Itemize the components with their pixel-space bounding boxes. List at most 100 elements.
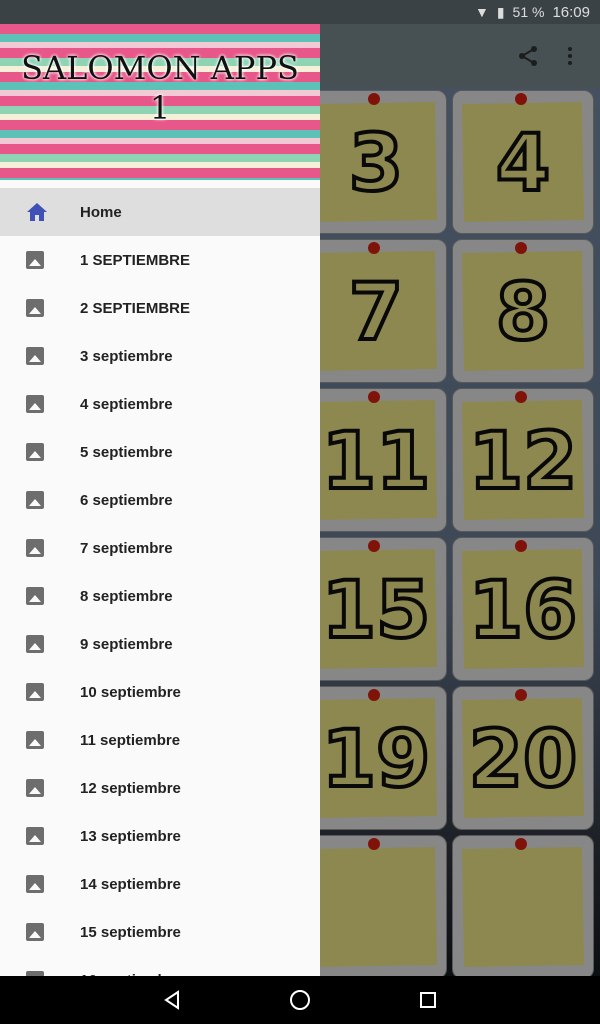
day-note-8[interactable]: 8 xyxy=(452,239,594,383)
day-number: 4 xyxy=(494,117,552,211)
more-vert-icon[interactable] xyxy=(558,44,582,68)
drawer-item-label: 7 septiembre xyxy=(80,539,173,557)
day-number: 3 xyxy=(347,117,405,211)
day-note-3[interactable]: 3 xyxy=(305,90,447,234)
drawer-item[interactable]: 1 SEPTIEMBRE xyxy=(0,236,320,284)
header-title: SALOMON APPS xyxy=(21,49,299,87)
pin-icon xyxy=(515,93,527,105)
pin-icon xyxy=(368,540,380,552)
pin-icon xyxy=(515,242,527,254)
day-note-23[interactable] xyxy=(305,835,447,979)
day-note-11[interactable]: 11 xyxy=(305,388,447,532)
image-icon xyxy=(26,875,44,893)
drawer-item-label: 3 septiembre xyxy=(80,347,173,365)
drawer-item-label: 12 septiembre xyxy=(80,779,181,797)
navigation-bar xyxy=(0,976,600,1024)
battery-level: 51 % xyxy=(512,4,545,20)
day-number: 20 xyxy=(467,713,580,807)
header-subtitle: 1 xyxy=(149,89,171,127)
day-number: 19 xyxy=(320,713,433,807)
drawer-item[interactable]: 16 septiembre xyxy=(0,956,320,976)
pin-icon xyxy=(515,838,527,850)
status-bar: ▼ ▮ 51 % 16:09 xyxy=(0,0,600,24)
image-icon xyxy=(26,347,44,365)
drawer-item[interactable]: 13 septiembre xyxy=(0,812,320,860)
recents-button[interactable] xyxy=(414,986,442,1014)
drawer-item-label: 9 septiembre xyxy=(80,635,173,653)
pin-icon xyxy=(515,689,527,701)
drawer-item[interactable]: 3 septiembre xyxy=(0,332,320,380)
day-number: 12 xyxy=(467,415,580,509)
image-icon xyxy=(26,923,44,941)
image-icon xyxy=(26,251,44,269)
wifi-icon: ▼ xyxy=(474,4,489,20)
image-icon xyxy=(26,539,44,557)
pin-icon xyxy=(515,540,527,552)
pin-icon xyxy=(515,391,527,403)
image-icon xyxy=(26,395,44,413)
image-icon xyxy=(26,491,44,509)
home-nav-button[interactable] xyxy=(286,986,314,1014)
drawer-item[interactable]: 15 septiembre xyxy=(0,908,320,956)
image-icon xyxy=(26,683,44,701)
back-button[interactable] xyxy=(158,986,186,1014)
pin-icon xyxy=(368,838,380,850)
image-icon xyxy=(26,443,44,461)
day-number: 15 xyxy=(320,564,433,658)
day-number: 7 xyxy=(347,266,405,360)
home-icon xyxy=(27,203,47,221)
drawer-item[interactable]: 8 septiembre xyxy=(0,572,320,620)
pin-icon xyxy=(368,242,380,254)
drawer-item[interactable]: 10 septiembre xyxy=(0,668,320,716)
pin-icon xyxy=(368,689,380,701)
drawer-item-label: 14 septiembre xyxy=(80,875,181,893)
drawer-item-label: 16 septiembre xyxy=(80,972,181,977)
pin-icon xyxy=(368,391,380,403)
day-note-12[interactable]: 12 xyxy=(452,388,594,532)
drawer-item[interactable]: Home xyxy=(0,188,320,236)
drawer-item[interactable]: 5 septiembre xyxy=(0,428,320,476)
drawer-item-label: 15 septiembre xyxy=(80,923,181,941)
drawer-item[interactable]: 2 SEPTIEMBRE xyxy=(0,284,320,332)
battery-icon: ▮ xyxy=(496,3,505,20)
drawer-item[interactable]: 4 septiembre xyxy=(0,380,320,428)
day-note-4[interactable]: 4 xyxy=(452,90,594,234)
drawer-item-label: 4 septiembre xyxy=(80,395,173,413)
day-number: 16 xyxy=(467,564,580,658)
day-note-19[interactable]: 19 xyxy=(305,686,447,830)
day-number: 11 xyxy=(320,415,433,509)
day-note-24[interactable] xyxy=(452,835,594,979)
drawer-item-label: 10 septiembre xyxy=(80,683,181,701)
day-note-20[interactable]: 20 xyxy=(452,686,594,830)
image-icon xyxy=(26,587,44,605)
drawer-item-label: Home xyxy=(80,203,122,221)
drawer-item[interactable]: 12 septiembre xyxy=(0,764,320,812)
day-number: 8 xyxy=(494,266,552,360)
drawer-item-label: 2 SEPTIEMBRE xyxy=(80,299,191,317)
day-note-15[interactable]: 15 xyxy=(305,537,447,681)
clock: 16:09 xyxy=(552,3,590,21)
image-icon xyxy=(26,971,44,976)
drawer-item-label: 8 septiembre xyxy=(80,587,173,605)
drawer-menu: Home 1 SEPTIEMBRE 2 SEPTIEMBRE 3 septiembre… xyxy=(0,188,320,976)
drawer-item-label: 6 septiembre xyxy=(80,491,173,509)
day-note-7[interactable]: 7 xyxy=(305,239,447,383)
image-icon xyxy=(26,299,44,317)
drawer-item-label: 5 septiembre xyxy=(80,443,173,461)
image-icon xyxy=(26,635,44,653)
day-note-16[interactable]: 16 xyxy=(452,537,594,681)
share-icon[interactable] xyxy=(516,44,540,68)
pin-icon xyxy=(368,93,380,105)
drawer-item[interactable]: 9 septiembre xyxy=(0,620,320,668)
drawer-item[interactable]: 11 septiembre xyxy=(0,716,320,764)
image-icon xyxy=(26,731,44,749)
drawer-item-label: 11 septiembre xyxy=(80,731,181,749)
drawer-item[interactable]: 7 septiembre xyxy=(0,524,320,572)
drawer-item[interactable]: 14 septiembre xyxy=(0,860,320,908)
drawer-item[interactable]: 6 septiembre xyxy=(0,476,320,524)
drawer-item-label: 1 SEPTIEMBRE xyxy=(80,251,191,269)
image-icon xyxy=(26,779,44,797)
image-icon xyxy=(26,827,44,845)
